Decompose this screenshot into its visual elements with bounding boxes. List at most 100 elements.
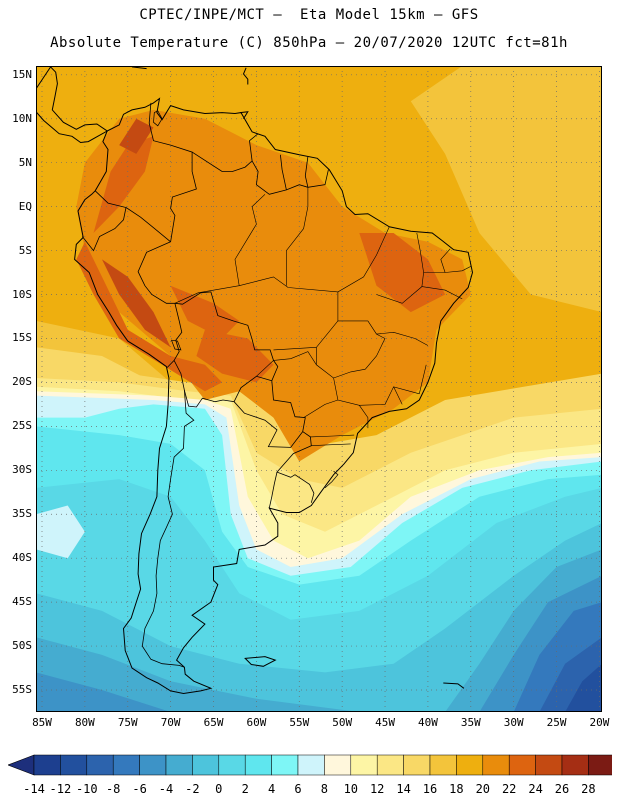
colorbar-swatch — [218, 754, 246, 776]
colorbar-tick-label: 4 — [267, 782, 276, 796]
colorbar-tick-label: 12 — [369, 782, 385, 796]
state-border — [316, 291, 420, 406]
state-border — [234, 194, 266, 286]
state-border — [273, 347, 317, 351]
colorbar-swatch — [271, 754, 299, 776]
country-border — [141, 390, 195, 668]
lon-label: 80W — [74, 716, 95, 729]
field-andes-north24 — [119, 118, 154, 154]
colorbar-swatch — [588, 754, 612, 776]
state-border — [333, 320, 386, 379]
lat-label: 50S — [12, 639, 32, 653]
colorbar-tick-label: -6 — [132, 782, 147, 796]
lon-label: 60W — [246, 716, 267, 729]
field-peru-bolivia22 — [76, 241, 223, 392]
lat-label: 55S — [12, 683, 32, 697]
country-border — [233, 401, 304, 448]
colorbar-swatch — [456, 754, 484, 776]
lat-label: 35S — [12, 507, 32, 521]
lon-label: 75W — [117, 716, 138, 729]
colorbar-swatch — [535, 754, 563, 776]
lat-label: 5S — [18, 243, 32, 257]
state-border — [419, 364, 427, 394]
colorbar-tick-label: -10 — [75, 782, 98, 796]
state-border — [440, 248, 451, 273]
colorbar-swatch — [33, 754, 61, 776]
lat-label: EQ — [18, 199, 32, 213]
lake-titicaca — [170, 339, 182, 351]
map-title-line2: Absolute Temperature (C) 850hPa – 20/07/… — [50, 35, 568, 51]
lat-label: 5N — [18, 155, 32, 169]
colorbar-swatch — [376, 754, 404, 776]
country-border — [173, 360, 272, 408]
state-border — [376, 331, 429, 346]
country-border — [268, 472, 278, 509]
lat-label: 20S — [12, 375, 32, 389]
lat-label: 30S — [12, 463, 32, 477]
country-border — [125, 207, 171, 243]
lake-maracaibo — [153, 110, 163, 127]
field-pacific-warm-pocket — [36, 505, 85, 559]
colorbar-tick-label: -8 — [105, 782, 121, 796]
field-band-neg6-west — [36, 672, 171, 712]
colorbar-tick-label: 2 — [241, 782, 249, 796]
colorbar-swatch — [165, 754, 193, 776]
state-border — [416, 232, 424, 287]
coastline-trinidad — [240, 111, 249, 119]
colorbar-tick-label: 18 — [449, 782, 464, 796]
country-border — [148, 102, 197, 242]
colorbar-tick-label: -14 — [23, 782, 45, 796]
colorbar-tick-label: 24 — [528, 782, 543, 796]
colorbar-tick-label: 10 — [343, 782, 359, 796]
lat-label: 15N — [12, 67, 32, 81]
state-border — [286, 187, 309, 286]
lon-label: 25W — [546, 716, 567, 729]
colorbar-tick-label: -2 — [185, 782, 200, 796]
state-border — [359, 405, 369, 429]
colorbar-tick-label: 16 — [422, 782, 438, 796]
colorbar-swatch — [403, 754, 431, 776]
field-continent20 — [76, 109, 471, 462]
colorbar-swatch — [139, 754, 167, 776]
colorbar-tick-label: 6 — [294, 782, 302, 796]
lon-label: 45W — [375, 716, 395, 729]
field-peru24 — [102, 259, 171, 348]
lon-label: 55W — [289, 716, 310, 729]
colorbar-swatch — [429, 754, 457, 776]
lon-label: 65W — [203, 716, 224, 729]
country-border — [81, 190, 127, 252]
lon-label: 30W — [503, 716, 524, 729]
temperature-field — [36, 66, 602, 712]
lat-label: 40S — [12, 551, 32, 565]
lon-label: 20W — [589, 716, 610, 729]
coastline-falklands — [244, 656, 277, 667]
field-andes-north22 — [93, 136, 154, 233]
lon-label: 50W — [332, 716, 353, 729]
colorbar-swatch — [561, 754, 589, 776]
field-band-neg12 — [565, 663, 602, 712]
colorbar-swatch — [324, 754, 352, 776]
coastline-south-georgia — [443, 682, 465, 689]
country-border — [276, 431, 315, 503]
colorbar-swatch — [297, 754, 325, 776]
lat-label: 25S — [12, 419, 32, 433]
colorbar-tick-label: 28 — [581, 782, 596, 796]
colorbar-under-arrow — [8, 754, 35, 776]
colorbar-swatch — [508, 754, 536, 776]
colorbar-swatch — [482, 754, 510, 776]
coastline-central-america — [36, 66, 109, 144]
colorbar-swatch — [244, 754, 272, 776]
colorbar-tick-label: -12 — [49, 782, 72, 796]
colorbar-tick-label: 20 — [475, 782, 491, 796]
state-border — [303, 399, 338, 418]
lon-label: 70W — [160, 716, 181, 729]
country-border — [191, 133, 259, 172]
lat-label: 10N — [12, 111, 32, 125]
field-tropical-atlantic — [410, 66, 602, 313]
country-border — [304, 156, 309, 188]
state-border — [310, 434, 355, 438]
lon-label: 85W — [32, 716, 52, 729]
lon-label: 35W — [460, 716, 481, 729]
lon-label: 40W — [417, 716, 438, 729]
colorbar-tick-label: -4 — [158, 782, 174, 796]
